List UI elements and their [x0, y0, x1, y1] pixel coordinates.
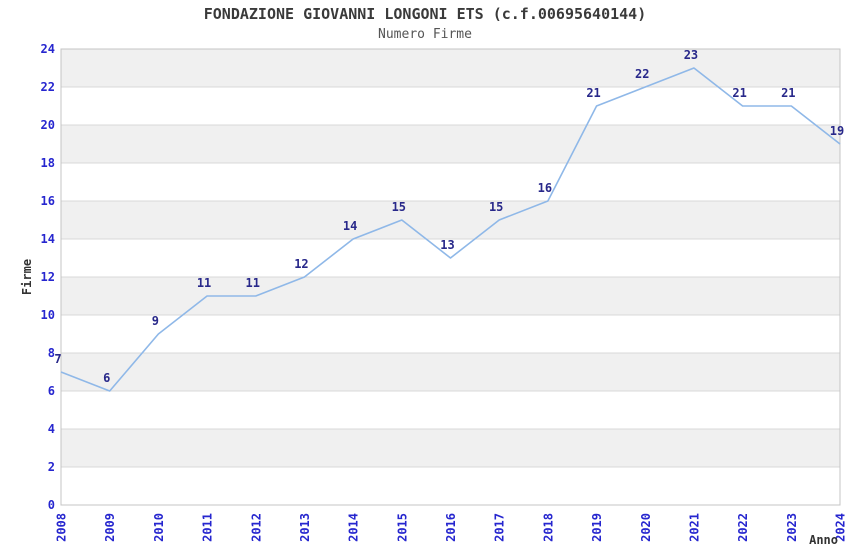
point-label: 21	[732, 86, 746, 100]
x-axis-title: Anno	[809, 533, 838, 547]
y-tick-label: 10	[41, 308, 55, 322]
grid-band	[61, 277, 840, 315]
x-tick-label: 2018	[541, 513, 555, 542]
series-line	[60, 67, 841, 392]
point-label: 11	[197, 276, 211, 290]
point-label: 22	[635, 67, 649, 81]
y-tick-label: 14	[41, 232, 55, 246]
x-tick-label: 2016	[444, 513, 458, 542]
grid-band	[61, 353, 840, 391]
x-tick-label: 2019	[590, 513, 604, 542]
y-tick-label: 12	[41, 270, 55, 284]
point-label: 12	[294, 257, 308, 271]
x-tick-label: 2010	[152, 513, 166, 542]
y-tick-label: 6	[48, 384, 55, 398]
x-tick-label: 2024	[834, 513, 848, 542]
x-tick-label: 2012	[249, 513, 263, 542]
x-tick-label: 2020	[639, 513, 653, 542]
y-tick-label: 20	[41, 118, 55, 132]
point-label: 23	[684, 48, 698, 62]
x-tick-label: 2023	[785, 513, 799, 542]
y-tick-label: 16	[41, 194, 55, 208]
point-label: 13	[440, 238, 454, 252]
chart-subtitle: Numero Firme	[378, 27, 472, 42]
plot-border	[60, 48, 841, 506]
grid-band	[61, 49, 840, 87]
point-label: 11	[246, 276, 260, 290]
point-label: 14	[343, 219, 357, 233]
grid-band	[61, 429, 840, 467]
x-tick-label: 2014	[347, 513, 361, 542]
y-tick-label: 2	[48, 460, 55, 474]
x-tick-label: 2009	[103, 513, 117, 542]
x-tick-label: 2015	[395, 513, 409, 542]
x-tick-label: 2022	[736, 513, 750, 542]
y-tick-label: 24	[41, 42, 55, 56]
x-tick-label: 2008	[55, 513, 69, 542]
y-axis-title: Firme	[20, 259, 34, 295]
point-label: 19	[830, 124, 844, 138]
point-label: 9	[152, 314, 159, 328]
y-tick-label: 22	[41, 80, 55, 94]
y-tick-label: 4	[48, 422, 55, 436]
point-label: 15	[489, 200, 503, 214]
x-tick-label: 2021	[687, 513, 701, 542]
point-label: 6	[103, 371, 110, 385]
point-label: 21	[586, 86, 600, 100]
x-tick-label: 2017	[493, 513, 507, 542]
chart-title: FONDAZIONE GIOVANNI LONGONI ETS (c.f.006…	[203, 5, 647, 23]
point-label: 15	[392, 200, 406, 214]
grid-band	[61, 125, 840, 163]
y-tick-label: 8	[48, 346, 55, 360]
point-label: 7	[54, 352, 61, 366]
grid-band	[61, 201, 840, 239]
y-tick-label: 0	[48, 498, 55, 512]
x-tick-label: 2011	[201, 513, 215, 542]
x-tick-label: 2013	[298, 513, 312, 542]
point-label: 21	[781, 86, 795, 100]
point-label: 16	[538, 181, 552, 195]
y-tick-label: 18	[41, 156, 55, 170]
